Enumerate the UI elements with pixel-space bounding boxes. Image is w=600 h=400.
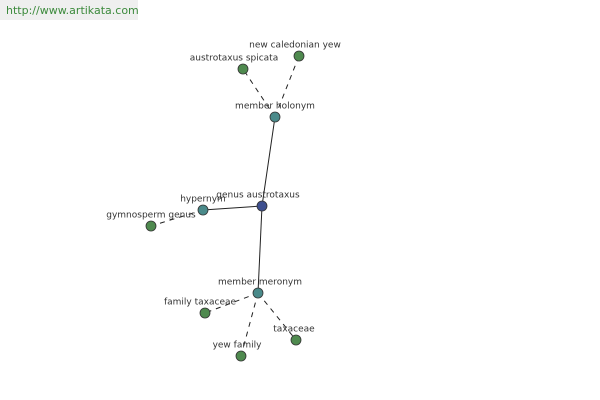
node[interactable]: [290, 334, 302, 346]
node[interactable]: [256, 200, 268, 212]
edge: [261, 116, 276, 207]
node-label[interactable]: austrotaxus spicata: [190, 54, 278, 64]
url-bar: [0, 0, 138, 20]
node-label[interactable]: new caledonian yew: [249, 41, 341, 51]
node[interactable]: [235, 350, 247, 362]
node-label[interactable]: gymnosperm genus: [106, 211, 196, 221]
node[interactable]: [269, 111, 281, 123]
edge: [257, 205, 263, 294]
node-label[interactable]: genus austrotaxus: [216, 191, 300, 201]
edge: [257, 292, 297, 341]
node-label[interactable]: taxaceae: [273, 325, 315, 335]
node-label[interactable]: hypernym: [180, 195, 226, 205]
node-label[interactable]: family taxaceae: [164, 298, 237, 308]
edges: [150, 55, 300, 357]
node[interactable]: [197, 204, 209, 216]
node[interactable]: [293, 50, 305, 62]
node-label[interactable]: member holonym: [235, 102, 315, 112]
node[interactable]: [145, 220, 157, 232]
node-label[interactable]: yew family: [213, 341, 263, 351]
node[interactable]: [237, 63, 249, 75]
node[interactable]: [199, 307, 211, 319]
nodes: genus austrotaxus member holonym austrotax…: [106, 41, 341, 362]
node[interactable]: [252, 287, 264, 299]
url[interactable]: http://www.artikata.com: [6, 4, 139, 17]
edge: [274, 55, 300, 118]
edge: [202, 205, 263, 211]
edge: [240, 292, 259, 357]
node-label[interactable]: member meronym: [218, 278, 302, 288]
